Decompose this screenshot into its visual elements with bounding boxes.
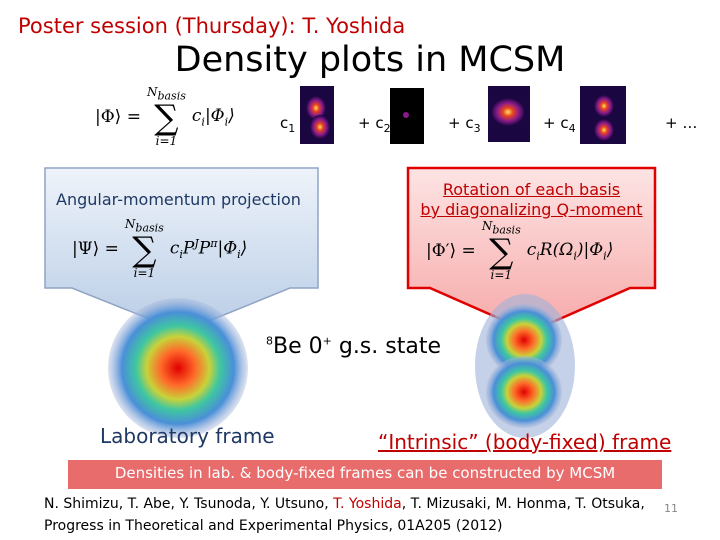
sum-upper: Nbasis bbox=[482, 220, 521, 235]
term-sub: 1 bbox=[288, 122, 296, 135]
upper: N bbox=[124, 217, 136, 231]
lhs: |Φ′⟩ = bbox=[426, 240, 476, 261]
body-text: |Φ bbox=[217, 238, 238, 259]
term-sub: 4 bbox=[568, 122, 576, 135]
body-sup: π bbox=[210, 236, 218, 250]
sum: Nbasis ∑ i=1 bbox=[147, 86, 186, 147]
intrinsic-frame: “Intrinsic” (body-fixed) frame bbox=[378, 430, 672, 454]
body-sub: i bbox=[573, 248, 577, 262]
body-sub: i bbox=[603, 248, 607, 262]
parity: + bbox=[322, 334, 332, 348]
body-text: ⟩ bbox=[240, 238, 248, 259]
body-text: P bbox=[198, 238, 211, 259]
sum-lower: i=1 bbox=[133, 266, 156, 281]
term: + c2 bbox=[358, 114, 391, 135]
lab-frame: Laboratory frame bbox=[100, 424, 275, 448]
body: ci|Φi⟩ bbox=[192, 106, 235, 128]
body-text: c bbox=[169, 238, 180, 259]
state-rest: g.s. state bbox=[331, 334, 441, 359]
body-text: c bbox=[191, 105, 202, 126]
spin: 0 bbox=[308, 334, 323, 359]
term: + c4 bbox=[543, 114, 576, 135]
body-text: |Φ bbox=[204, 105, 225, 126]
body-sub: i bbox=[237, 247, 241, 261]
title: Density plots in MCSM bbox=[174, 40, 566, 80]
body: ciR(Ωi)|Φi⟩ bbox=[527, 240, 614, 262]
element: Be bbox=[273, 334, 302, 359]
citation-authors: N. Shimizu, T. Abe, Y. Tsunoda, Y. Utsun… bbox=[44, 496, 645, 512]
authors: N. Shimizu, T. Abe, Y. Tsunoda, Y. Utsun… bbox=[44, 496, 334, 512]
body-text: R(Ω bbox=[539, 239, 574, 260]
term-sub: 3 bbox=[473, 122, 481, 135]
upper: N bbox=[481, 219, 493, 233]
left-label: Angular-momentum projection bbox=[56, 190, 301, 209]
right-arrow bbox=[406, 166, 657, 334]
header: Poster session (Thursday): T. Yoshida bbox=[18, 14, 406, 38]
body-text: ⟩ bbox=[606, 239, 614, 260]
highlight-author: T. Yoshida bbox=[333, 496, 402, 512]
banner-box bbox=[68, 460, 662, 489]
left-arrow bbox=[44, 167, 319, 333]
term-text: + … bbox=[665, 114, 698, 132]
body-sub: i bbox=[201, 114, 205, 128]
upper: N bbox=[146, 85, 158, 99]
sum-lower: i=1 bbox=[155, 134, 178, 149]
term: c1 bbox=[280, 114, 295, 135]
banner: Densities in lab. & body-fixed frames ca… bbox=[114, 464, 616, 482]
sum-sign: ∑ bbox=[489, 232, 514, 273]
body-text: ⟩ bbox=[228, 105, 235, 126]
upper-sub: basis bbox=[135, 221, 164, 235]
sum-sign: ∑ bbox=[154, 98, 179, 139]
body-sub: i bbox=[179, 247, 183, 261]
sum: Nbasis ∑ i=1 bbox=[125, 218, 164, 279]
term-text: + c bbox=[448, 114, 474, 132]
right-label: Rotation of each basis by diagonalizing … bbox=[408, 180, 655, 220]
right-label-line: by diagonalizing Q-moment bbox=[420, 200, 643, 219]
upper-sub: basis bbox=[157, 89, 186, 103]
sum-upper: Nbasis bbox=[125, 218, 164, 233]
expansion-equation: |Φ⟩ = Nbasis ∑ i=1 ci|Φi⟩ bbox=[95, 86, 235, 147]
sum-sign: ∑ bbox=[132, 230, 157, 271]
body: ciPJPπ|Φi⟩ bbox=[170, 237, 247, 261]
sum-lower: i=1 bbox=[490, 268, 513, 283]
body-text: )|Φ bbox=[576, 239, 604, 260]
body-sub: i bbox=[536, 248, 540, 262]
term: + c3 bbox=[448, 114, 481, 135]
term-text: c bbox=[280, 114, 289, 132]
term-text: + c bbox=[543, 114, 569, 132]
right-label-line: Rotation of each basis bbox=[442, 180, 621, 199]
left-equation: |Ψ⟩ = Nbasis ∑ i=1 ciPJPπ|Φi⟩ bbox=[72, 218, 247, 279]
term-sub: 2 bbox=[383, 122, 391, 135]
right-equation: |Φ′⟩ = Nbasis ∑ i=1 ciR(Ωi)|Φi⟩ bbox=[426, 220, 613, 281]
page-number: 11 bbox=[664, 502, 678, 515]
term-text: + c bbox=[358, 114, 384, 132]
citation-journal: Progress in Theoretical and Experimental… bbox=[44, 518, 503, 534]
body-text: P bbox=[182, 238, 195, 259]
body-sub: i bbox=[224, 114, 229, 128]
lhs: |Ψ⟩ = bbox=[72, 238, 119, 259]
upper-sub: basis bbox=[492, 223, 521, 237]
sum: Nbasis ∑ i=1 bbox=[482, 220, 521, 281]
body-sup: J bbox=[194, 236, 199, 250]
lab-density bbox=[108, 298, 248, 438]
mass: 8 bbox=[266, 334, 273, 348]
sum-upper: Nbasis bbox=[147, 86, 186, 101]
term: + … bbox=[665, 114, 697, 132]
body-text: c bbox=[526, 239, 537, 260]
state-label: 8Be 0+ g.s. state bbox=[266, 334, 441, 359]
lhs: |Φ⟩ = bbox=[95, 106, 141, 127]
authors: , T. Mizusaki, M. Honma, T. Otsuka, bbox=[401, 496, 645, 512]
